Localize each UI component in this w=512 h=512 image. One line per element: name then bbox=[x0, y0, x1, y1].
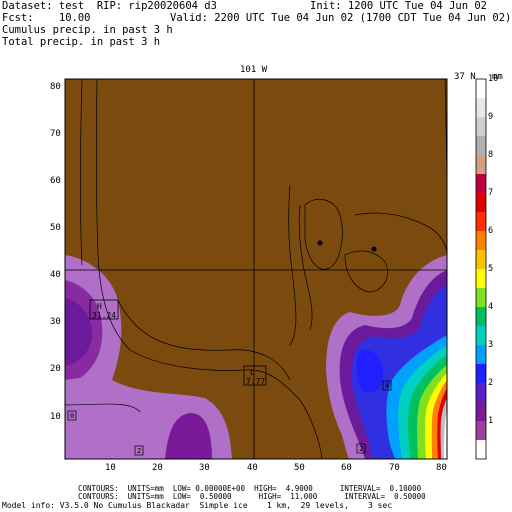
colorbar-swatch bbox=[476, 231, 486, 250]
precip-region-left bbox=[65, 255, 232, 459]
small-label-box bbox=[356, 443, 366, 454]
colorbar-swatch bbox=[476, 364, 486, 383]
colorbar-tick-label: 8 bbox=[488, 150, 494, 160]
colorbar bbox=[475, 78, 487, 460]
x-tick-label: 40 bbox=[247, 463, 258, 473]
contour-line bbox=[65, 403, 141, 413]
small-label-box bbox=[134, 445, 144, 456]
footer-contours-1: CONTOURS: UNITS=mm LOW= 0.00000E+00 HIGH… bbox=[78, 484, 422, 493]
colorbar-swatch bbox=[476, 383, 486, 402]
field-title-2: Total precip. in past 3 h bbox=[2, 36, 161, 48]
small-label-box bbox=[382, 380, 392, 391]
small-label: 2 bbox=[137, 447, 141, 455]
colorbar-unit-label: mm bbox=[492, 72, 503, 82]
x-tick-label: 70 bbox=[389, 463, 400, 473]
small-label: 2 bbox=[359, 445, 363, 453]
small-label: 4 bbox=[385, 382, 389, 390]
precip-region-bottom bbox=[165, 412, 212, 459]
colorbar-swatch bbox=[476, 421, 486, 440]
station-dot bbox=[317, 240, 323, 246]
colorbar-swatch bbox=[476, 98, 486, 117]
x-tick-label: 20 bbox=[152, 463, 163, 473]
colorbar-swatch bbox=[476, 307, 486, 326]
low-value: 7.77 bbox=[246, 377, 265, 386]
precip-region-right-12 bbox=[444, 410, 447, 459]
fcst-line: Fcst: 10.00 bbox=[2, 12, 91, 24]
colorbar-swatch bbox=[476, 402, 486, 421]
colorbar-swatch bbox=[476, 117, 486, 136]
colorbar-swatch bbox=[476, 269, 486, 288]
x-tick-label: 80 bbox=[436, 463, 447, 473]
x-tick-label: 50 bbox=[294, 463, 305, 473]
low-box bbox=[243, 365, 267, 386]
x-tick-label: 30 bbox=[199, 463, 210, 473]
colorbar-swatch bbox=[476, 250, 486, 269]
colorbar-swatch bbox=[476, 136, 486, 155]
contour-line bbox=[117, 299, 291, 381]
colorbar-frame bbox=[475, 78, 487, 460]
high-value: 31.24 bbox=[92, 311, 116, 320]
footer-model-info: Model info: V3.5.0 No Cumulus Blackadar … bbox=[2, 501, 393, 510]
small-label-box bbox=[67, 410, 77, 421]
y-tick-label: 70 bbox=[50, 129, 61, 139]
precip-region-left-core bbox=[65, 298, 92, 366]
precip-shading bbox=[65, 255, 447, 459]
colorbar-swatch bbox=[476, 155, 486, 174]
dataset-line: Dataset: test RIP: rip20020604 d3 bbox=[2, 0, 217, 12]
colorbar-swatch bbox=[476, 212, 486, 231]
colorbar-tick-label: 9 bbox=[488, 112, 494, 122]
x-tick-label: 60 bbox=[341, 463, 352, 473]
colorbar-swatch bbox=[476, 174, 486, 193]
precip-region-blue-patch bbox=[356, 349, 384, 393]
y-tick-label: 80 bbox=[50, 82, 61, 92]
colorbar-swatch bbox=[476, 345, 486, 364]
contour-line bbox=[304, 198, 343, 270]
colorbar-tick-label: 7 bbox=[488, 188, 494, 198]
colorbar-tick-label: 4 bbox=[488, 302, 494, 312]
colorbar-swatch bbox=[476, 193, 486, 212]
contour-line bbox=[95, 79, 323, 459]
footer-contours-2: CONTOURS: UNITS=mm LOW= 0.50000 HIGH= 11… bbox=[78, 492, 426, 501]
small-label: 0 bbox=[70, 412, 74, 420]
colorbar-swatch bbox=[476, 288, 486, 307]
map-frame bbox=[64, 78, 448, 460]
high-box bbox=[89, 299, 119, 320]
y-tick-label: 30 bbox=[50, 317, 61, 327]
corner-latitude-label: 37 N bbox=[454, 72, 476, 82]
contour-line bbox=[298, 204, 313, 331]
field-title-1: Cumulus precip. in past 3 h bbox=[2, 24, 173, 36]
colorbar-swatch bbox=[476, 79, 486, 98]
colorbar-tick-label: 3 bbox=[488, 340, 494, 350]
x-tick-label: 10 bbox=[105, 463, 116, 473]
valid-line: Valid: 2200 UTC Tue 04 Jun 02 (1700 CDT … bbox=[170, 12, 512, 24]
y-tick-label: 60 bbox=[50, 176, 61, 186]
contour-line bbox=[344, 250, 389, 293]
colorbar-swatch bbox=[476, 440, 486, 459]
meridian-label: 101 W bbox=[240, 65, 268, 75]
contour-line bbox=[80, 79, 83, 266]
y-tick-label: 10 bbox=[50, 412, 61, 422]
y-tick-label: 50 bbox=[50, 223, 61, 233]
colorbar-tick-label: 10 bbox=[488, 74, 499, 84]
colorbar-tick-label: 1 bbox=[488, 416, 494, 426]
colorbar-tick-label: 2 bbox=[488, 378, 494, 388]
init-line: Init: 1200 UTC Tue 04 Jun 02 bbox=[310, 0, 488, 12]
colorbar-tick-label: 6 bbox=[488, 226, 494, 236]
colorbar-swatch bbox=[476, 326, 486, 345]
high-letter: H bbox=[97, 302, 102, 311]
station-dot bbox=[371, 246, 377, 252]
contour-line bbox=[354, 212, 447, 256]
low-letter: L bbox=[250, 368, 255, 377]
y-tick-label: 20 bbox=[50, 364, 61, 374]
colorbar-tick-label: 5 bbox=[488, 264, 494, 274]
y-tick-label: 40 bbox=[50, 270, 61, 280]
